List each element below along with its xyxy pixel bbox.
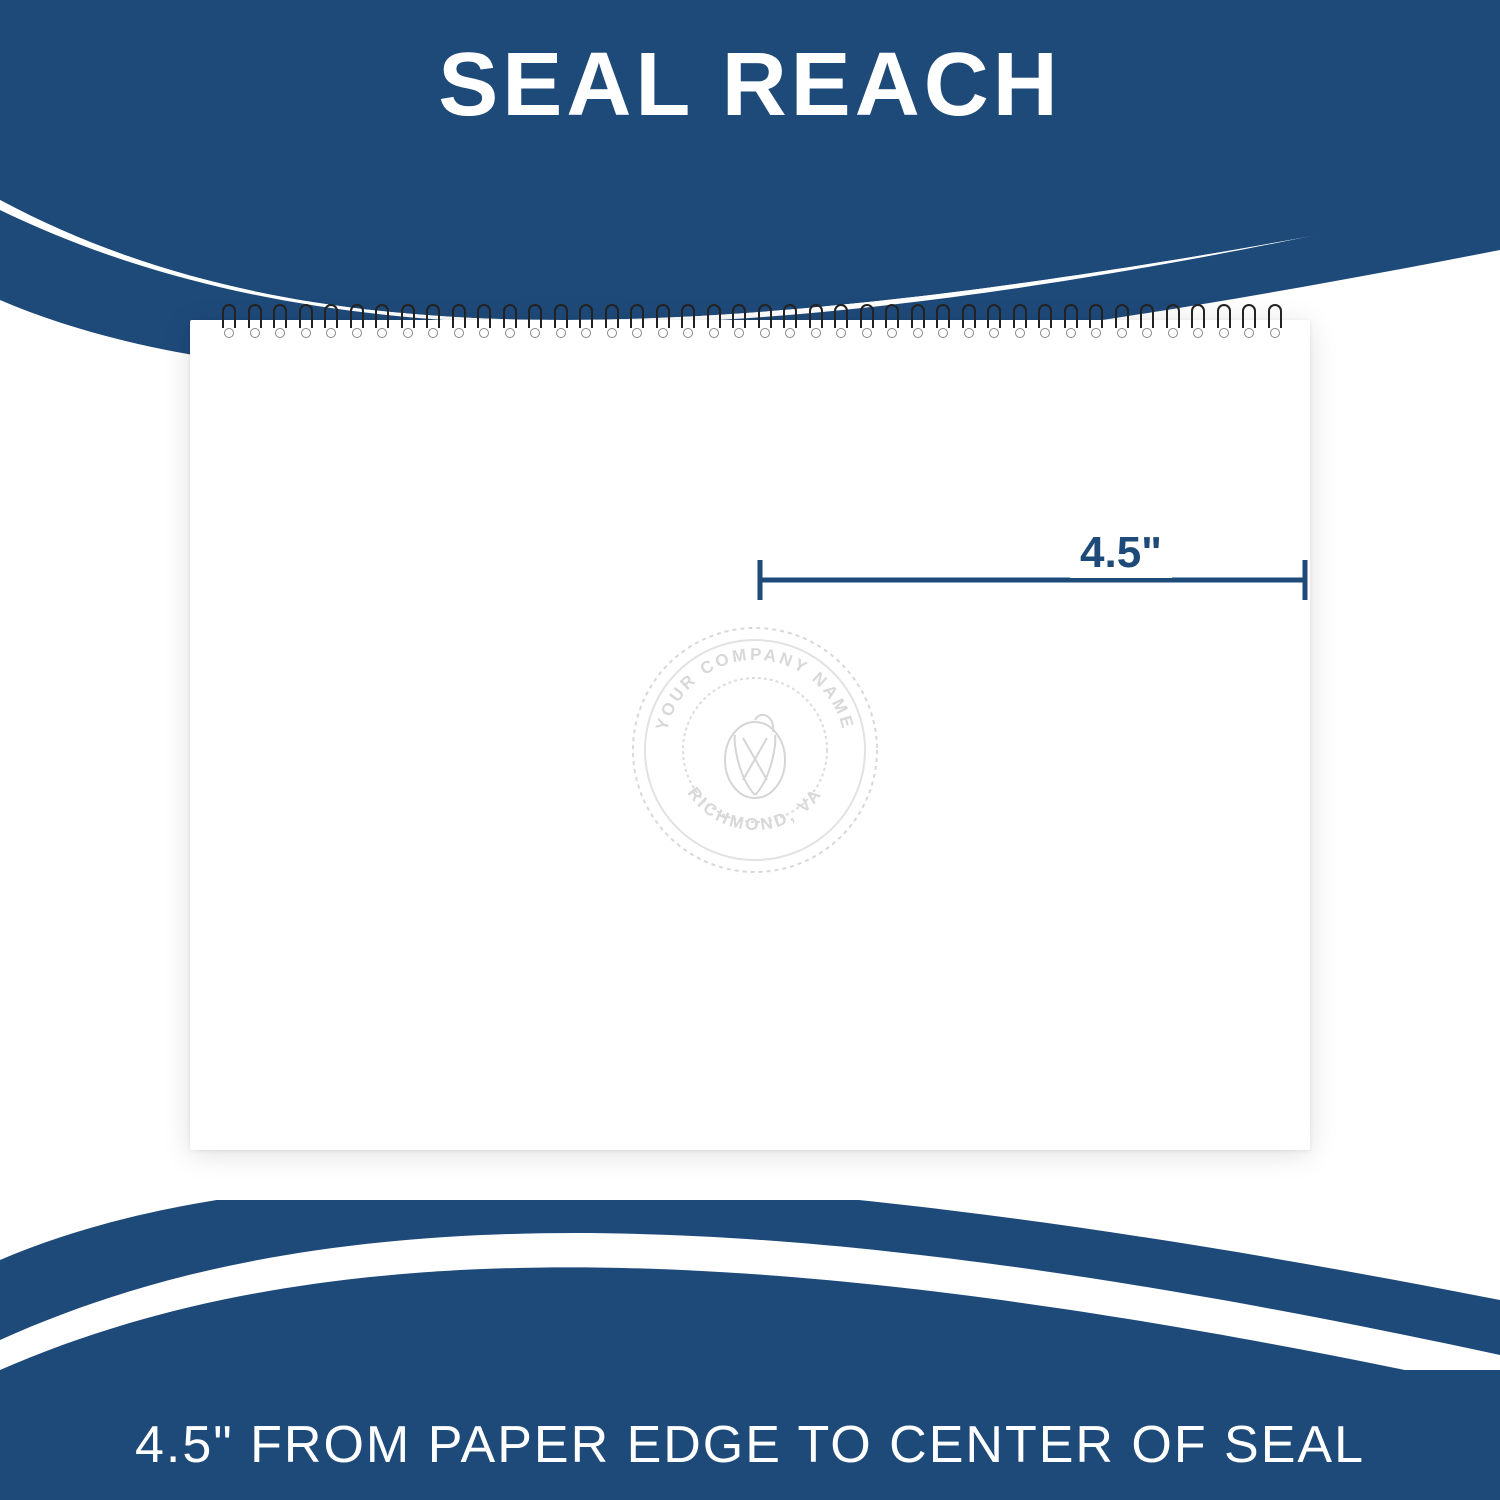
spiral-ring [1011,304,1025,340]
spiral-ring [934,304,948,340]
embossed-seal: YOUR COMPANY NAME RICHMOND, VA [625,620,885,880]
spiral-ring [730,304,744,340]
spiral-ring [1087,304,1101,340]
spiral-ring [399,304,413,340]
spiral-ring [348,304,362,340]
spiral-ring [373,304,387,340]
spiral-ring [1138,304,1152,340]
spiral-ring [832,304,846,340]
footer-band: 4.5" FROM PAPER EDGE TO CENTER OF SEAL [0,1370,1500,1500]
spiral-ring [1164,304,1178,340]
spiral-ring [858,304,872,340]
spiral-ring [1215,304,1229,340]
spiral-ring [603,304,617,340]
spiral-ring [220,304,234,340]
spiral-ring [1189,304,1203,340]
spiral-ring [450,304,464,340]
spiral-ring [628,304,642,340]
spiral-ring [654,304,668,340]
spiral-ring [807,304,821,340]
spiral-ring [909,304,923,340]
spiral-ring [1240,304,1254,340]
spiral-ring [577,304,591,340]
spiral-ring [424,304,438,340]
spiral-ring [1113,304,1127,340]
spiral-ring [246,304,260,340]
spiral-ring [705,304,719,340]
spiral-ring [552,304,566,340]
dimension-label: 4.5" [1070,528,1172,578]
spiral-ring [1036,304,1050,340]
footer-text: 4.5" FROM PAPER EDGE TO CENTER OF SEAL [135,1415,1365,1475]
spiral-ring [679,304,693,340]
spiral-ring [1266,304,1280,340]
header-title: SEAL REACH [438,34,1061,137]
dimension-line [755,550,1310,610]
header-band: SEAL REACH [0,0,1500,200]
spiral-ring [322,304,336,340]
spiral-ring [271,304,285,340]
spiral-ring [883,304,897,340]
spiral-ring [1062,304,1076,340]
spiral-ring [756,304,770,340]
spiral-ring [960,304,974,340]
spiral-ring [297,304,311,340]
spiral-ring [985,304,999,340]
spiral-ring [475,304,489,340]
spiral-binding [220,304,1280,344]
seal-bottom-text: RICHMOND, VA [684,784,826,835]
svg-text:RICHMOND, VA: RICHMOND, VA [684,784,826,835]
spiral-ring [501,304,515,340]
spiral-ring [526,304,540,340]
spiral-ring [781,304,795,340]
